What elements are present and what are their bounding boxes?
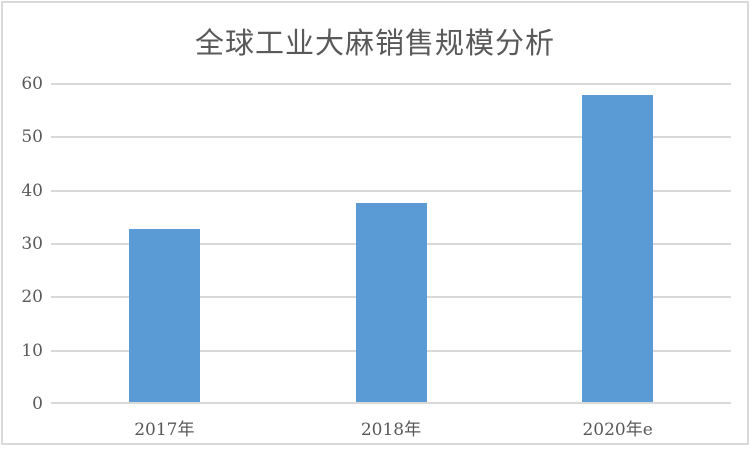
y-tick-label-10: 10 [21,340,43,361]
chart-title: 全球工业大麻销售规模分析 [194,26,555,60]
gridline-y-50 [51,136,731,139]
y-tick-label-0: 0 [32,394,43,414]
x-tick-label-2018年: 2018年 [360,420,422,440]
bar-2020年e [582,95,654,402]
y-tick-label-30: 30 [21,234,43,254]
gridline-y-60 [51,83,731,85]
y-tick-label-60: 60 [21,74,43,94]
x-tick-label-2020年e: 2020年e [582,420,653,440]
bar-2018年 [355,203,427,402]
y-tick-label-40: 40 [21,180,43,201]
y-tick-label-20: 20 [21,287,43,308]
y-tick-label-50: 50 [21,127,43,148]
bar-2017年 [128,229,200,402]
chart-frame: 全球工业大麻销售规模分析 0 10 20 30 40 50 60 2017年 2018年 202… [1,1,749,445]
plot-area [51,83,731,404]
x-tick-label-2017年: 2017年 [134,420,195,440]
gridline-y-40 [51,189,731,192]
